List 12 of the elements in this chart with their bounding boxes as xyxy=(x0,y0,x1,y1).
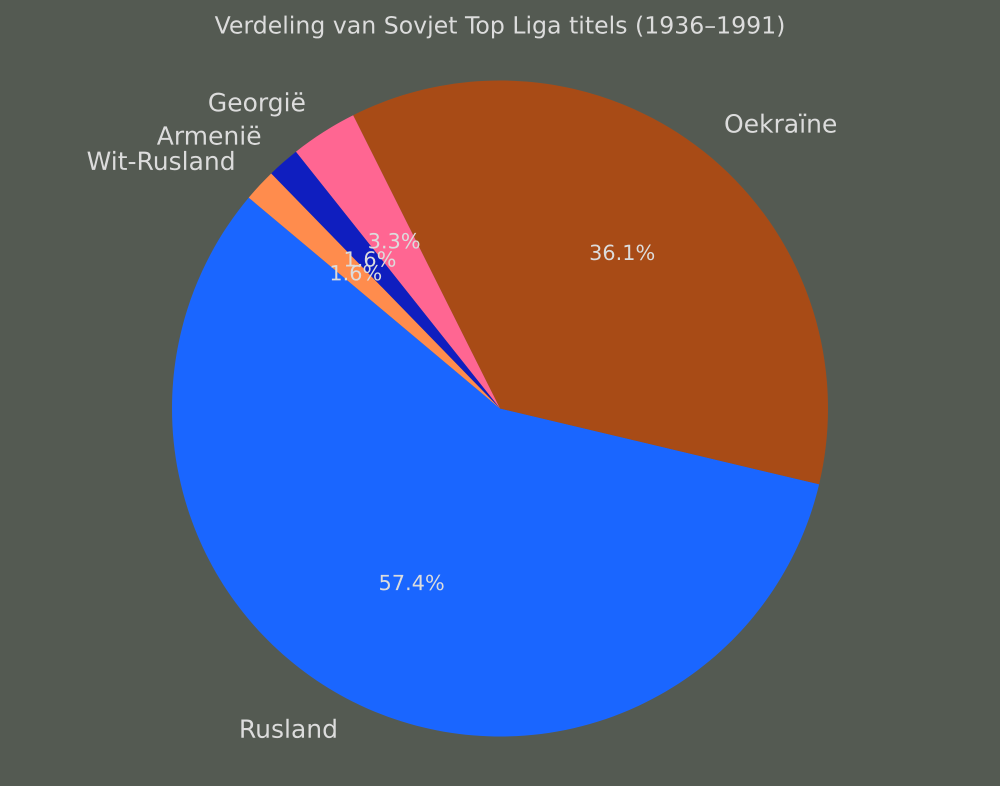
data-label: 57.4% xyxy=(380,574,444,590)
data-label: 36.1% xyxy=(590,244,654,260)
pie-slice xyxy=(172,198,820,736)
slice-label: Wit-Rusland xyxy=(87,150,234,170)
pie-slice xyxy=(296,115,500,408)
slice-label: Armenië xyxy=(156,126,260,145)
slice-label: Georgië xyxy=(209,92,305,116)
chart-title: Verdeling van Sovjet Top Liga titels (1936–1991) xyxy=(214,16,784,38)
pie-slice xyxy=(248,174,500,408)
pie-slice xyxy=(271,152,500,408)
slice-label: Oekraïne xyxy=(725,114,836,133)
slice-label: Rusland xyxy=(241,718,336,738)
